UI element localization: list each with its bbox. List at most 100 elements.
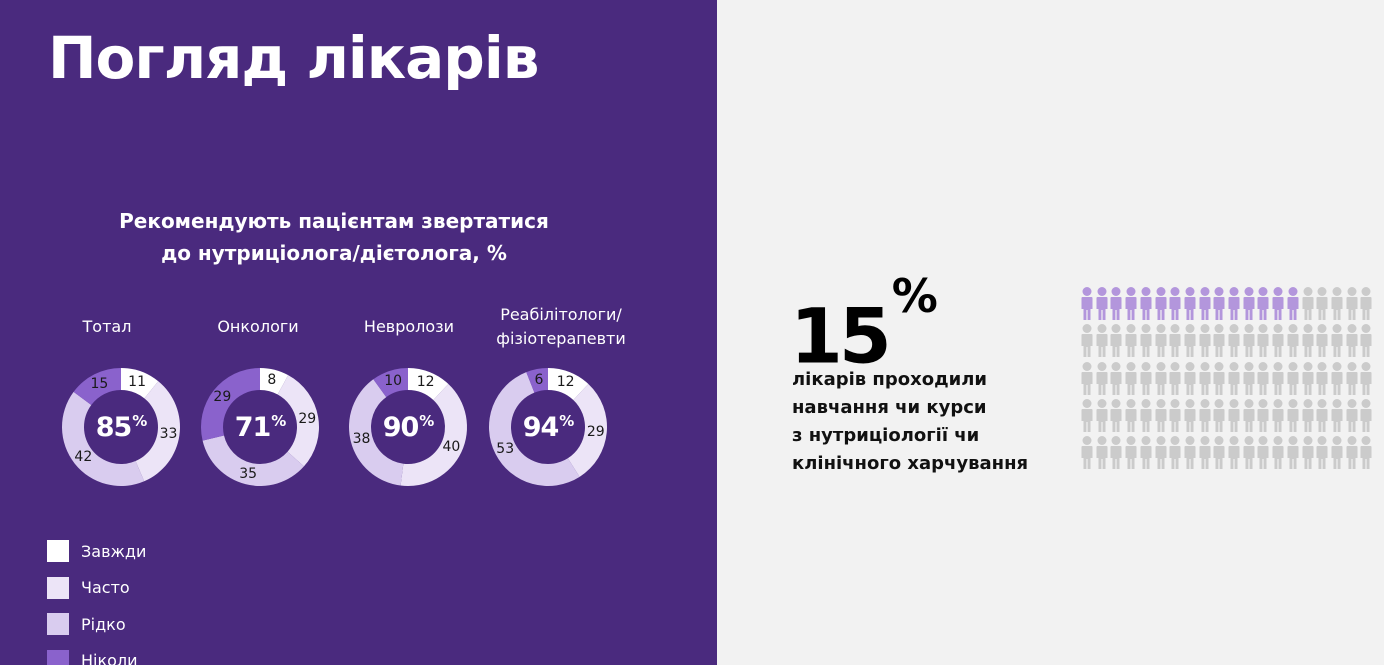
donut-segment — [400, 383, 467, 486]
chart-title-line2: до нутриціолога/дієтолога, % — [161, 241, 507, 265]
donut-center-value: 71% — [234, 411, 287, 443]
person-icon — [1198, 287, 1212, 321]
legend-item-often: Часто — [47, 570, 146, 607]
person-icon — [1212, 361, 1226, 396]
person-icon — [1168, 361, 1182, 396]
person-icon — [1154, 361, 1168, 396]
person-icon — [1242, 436, 1256, 470]
person-icon — [1301, 324, 1315, 358]
person-icon — [1359, 361, 1373, 396]
donut-segment — [121, 368, 159, 399]
donut-segment — [277, 375, 319, 467]
person-icon — [1168, 287, 1182, 321]
legend-item-rarely: Рідко — [47, 606, 146, 643]
person-icon — [1330, 361, 1344, 396]
person-icon — [1124, 324, 1138, 358]
donut-segment — [201, 368, 260, 441]
person-icon — [1080, 361, 1094, 396]
person-icon — [1080, 436, 1094, 470]
person-icon — [1168, 324, 1182, 358]
person-icon — [1301, 436, 1315, 470]
person-icon — [1139, 398, 1153, 433]
person-icon — [1359, 287, 1373, 321]
person-icon — [1168, 436, 1182, 470]
donut-segment — [488, 372, 580, 486]
person-icon — [1345, 361, 1359, 396]
person-icon — [1315, 361, 1329, 396]
segment-value-label: 29 — [586, 423, 605, 440]
person-icon — [1242, 287, 1256, 321]
person-icon — [1271, 436, 1285, 470]
person-icon — [1139, 361, 1153, 396]
person-icon — [1124, 361, 1138, 396]
person-icon — [1345, 436, 1359, 470]
person-icon — [1154, 324, 1168, 358]
person-icon — [1095, 361, 1109, 396]
donut-segment — [62, 391, 145, 486]
page-title: Погляд лікарів — [48, 24, 539, 92]
person-icon — [1227, 398, 1241, 433]
person-icon — [1256, 436, 1270, 470]
person-icon — [1359, 324, 1373, 358]
donut-center-value: 85% — [95, 411, 148, 443]
person-icon — [1330, 436, 1344, 470]
person-icon — [1286, 436, 1300, 470]
legend-swatch-often — [47, 576, 69, 599]
left-panel: Погляд лікарів Рекомендують пацієнтам зв… — [0, 0, 717, 665]
person-icon — [1212, 398, 1226, 433]
person-icon — [1183, 398, 1197, 433]
donut-segment — [73, 368, 121, 405]
person-icon — [1154, 398, 1168, 433]
person-icon — [1345, 324, 1359, 358]
person-icon — [1271, 361, 1285, 396]
segment-value-label: 6 — [534, 371, 544, 388]
person-icon — [1256, 324, 1270, 358]
person-icon — [1286, 361, 1300, 396]
segment-value-label: 35 — [239, 465, 258, 482]
person-icon — [1242, 398, 1256, 433]
chart-title-line1: Рекомендують пацієнтам звертатися — [119, 209, 549, 233]
donut-chart: 12 29 53 6 94% — [486, 365, 610, 489]
segment-value-label: 38 — [352, 430, 371, 447]
category-label-oncology: Онкологи — [217, 317, 299, 336]
segment-value-label: 10 — [384, 373, 403, 390]
person-icon — [1330, 398, 1344, 433]
donut-segment — [260, 368, 289, 395]
legend: Завжди Часто Рідко Ніколи — [47, 533, 146, 665]
person-icon — [1198, 324, 1212, 358]
person-icon — [1227, 287, 1241, 321]
donut-chart: 8 29 35 29 71% — [198, 365, 322, 489]
person-icon — [1198, 398, 1212, 433]
donut-segment — [567, 383, 607, 477]
donut-chart: 11 33 42 15 85% — [59, 365, 183, 489]
person-icon — [1227, 436, 1241, 470]
donut-segment — [202, 435, 304, 486]
person-icon — [1198, 436, 1212, 470]
segment-value-label: 8 — [267, 372, 277, 389]
person-icon — [1080, 324, 1094, 358]
person-icon — [1109, 287, 1123, 321]
person-icon — [1080, 287, 1094, 321]
segment-value-label: 12 — [556, 374, 575, 391]
person-icon — [1095, 287, 1109, 321]
person-icon — [1227, 361, 1241, 396]
segment-value-label: 29 — [213, 389, 232, 406]
chart-title: Рекомендують пацієнтам звертатися до нут… — [0, 205, 668, 269]
segment-value-label: 11 — [128, 373, 147, 390]
legend-swatch-rarely — [47, 613, 69, 636]
person-icon — [1359, 436, 1373, 470]
segment-value-label: 33 — [159, 425, 178, 442]
person-icon — [1359, 398, 1373, 433]
person-icon — [1315, 287, 1329, 321]
legend-item-always: Завжди — [47, 533, 146, 570]
person-icon — [1256, 361, 1270, 396]
person-icon — [1154, 436, 1168, 470]
person-icon — [1095, 398, 1109, 433]
legend-swatch-never — [47, 649, 69, 665]
donut-segment — [135, 381, 180, 482]
person-icon — [1242, 361, 1256, 396]
person-icon — [1168, 398, 1182, 433]
person-icon — [1301, 287, 1315, 321]
person-icon — [1183, 361, 1197, 396]
category-label-neurology: Невролози — [363, 317, 455, 336]
